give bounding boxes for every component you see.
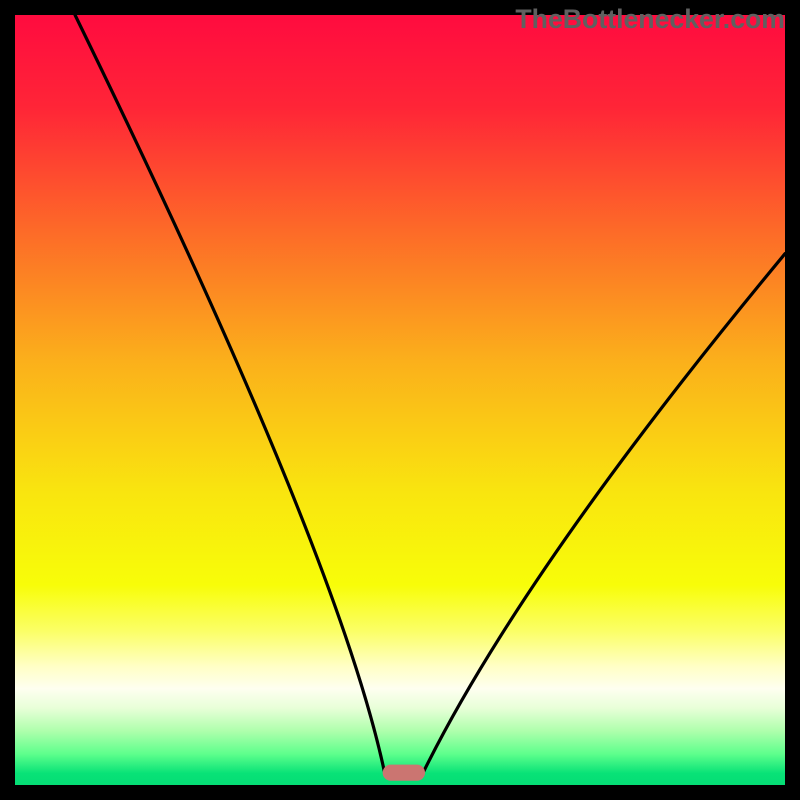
optimum-marker bbox=[383, 765, 425, 781]
bottleneck-plot bbox=[15, 15, 785, 785]
watermark-text: TheBottlenecker.com bbox=[515, 4, 785, 35]
frame: TheBottlenecker.com bbox=[0, 0, 800, 800]
